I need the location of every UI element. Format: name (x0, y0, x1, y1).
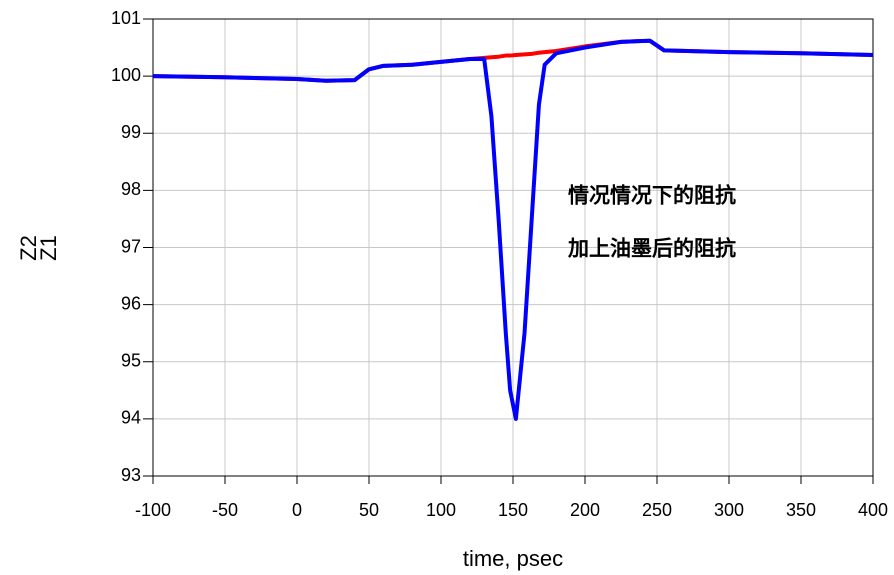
x-tick-label: 0 (292, 500, 302, 520)
y-tick-label: 93 (121, 465, 141, 485)
x-tick-label: 300 (714, 500, 744, 520)
x-tick-label: 50 (359, 500, 379, 520)
annotation: 情况情况下的阻抗 (568, 184, 736, 208)
y-tick-label: 101 (111, 8, 141, 28)
y-tick-label: 98 (121, 179, 141, 199)
y-tick-label: 96 (121, 293, 141, 313)
y-axis-title: Z1 (36, 235, 61, 261)
x-tick-label: 350 (786, 500, 816, 520)
x-tick-label: 150 (498, 500, 528, 520)
x-tick-label: 250 (642, 500, 672, 520)
y-tick-label: 94 (121, 408, 141, 428)
x-tick-label: -50 (212, 500, 238, 520)
x-tick-label: 400 (858, 500, 888, 520)
y-tick-label: 100 (111, 65, 141, 85)
y-axis-title: Z2 (16, 235, 41, 261)
y-tick-label: 97 (121, 236, 141, 256)
y-tick-label: 99 (121, 122, 141, 142)
x-tick-label: 200 (570, 500, 600, 520)
x-tick-label: 100 (426, 500, 456, 520)
plot-frame (152, 18, 874, 477)
annotation: 加上油墨后的阻抗 (567, 237, 736, 261)
x-tick-label: -100 (135, 500, 171, 520)
series-line (152, 38, 874, 421)
x-axis-title: time, psec (463, 546, 563, 571)
y-tick-label: 95 (121, 351, 141, 371)
